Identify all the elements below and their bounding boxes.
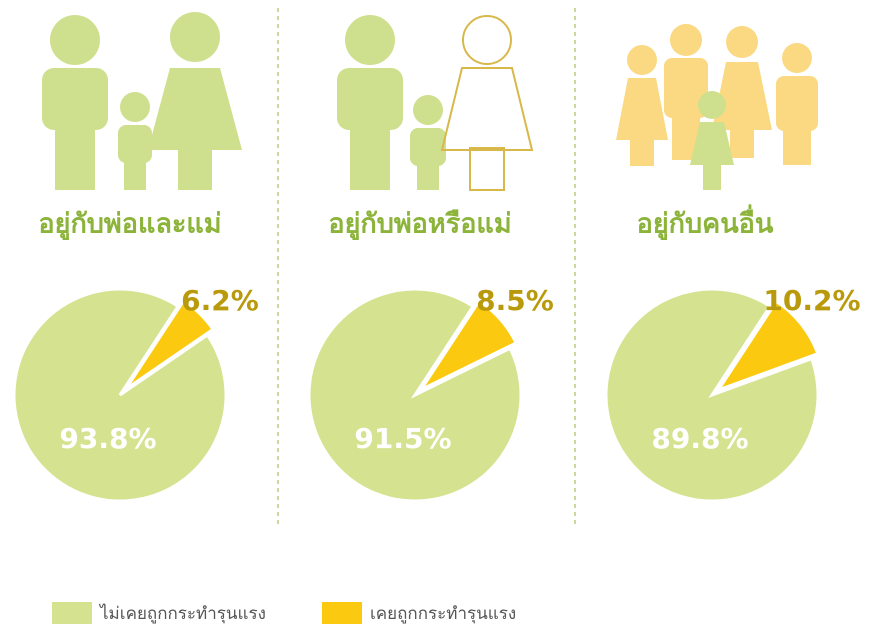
value-label: 93.8% — [59, 422, 156, 455]
value-label: 6.2% — [181, 284, 259, 317]
legend-label: เคยถูกกระทำรุนแรง — [370, 604, 516, 624]
value-label: 89.8% — [651, 422, 748, 455]
pie-slice — [12, 287, 228, 503]
child-icon — [690, 91, 734, 190]
chart-title: อยู่กับพ่อและแม่ — [38, 209, 221, 241]
pie-slice — [124, 298, 216, 391]
family-icon — [616, 24, 818, 166]
pie-slice — [416, 298, 519, 394]
pie-slice — [714, 299, 820, 393]
value-label: 91.5% — [354, 422, 451, 455]
legend-swatch — [322, 602, 362, 624]
value-label: 10.2% — [763, 284, 860, 317]
pie-slice — [604, 287, 820, 503]
family-icon — [337, 15, 534, 191]
legend-label: ไม่เคยถูกกระทำรุนแรง — [98, 603, 266, 624]
chart-title: อยู่กับคนอื่น — [637, 204, 774, 241]
chart-title: อยู่กับพ่อหรือแม่ — [328, 209, 511, 241]
family-icon — [42, 12, 242, 190]
value-label: 8.5% — [476, 284, 554, 317]
legend-swatch — [52, 602, 92, 624]
pie-slice — [307, 287, 523, 503]
